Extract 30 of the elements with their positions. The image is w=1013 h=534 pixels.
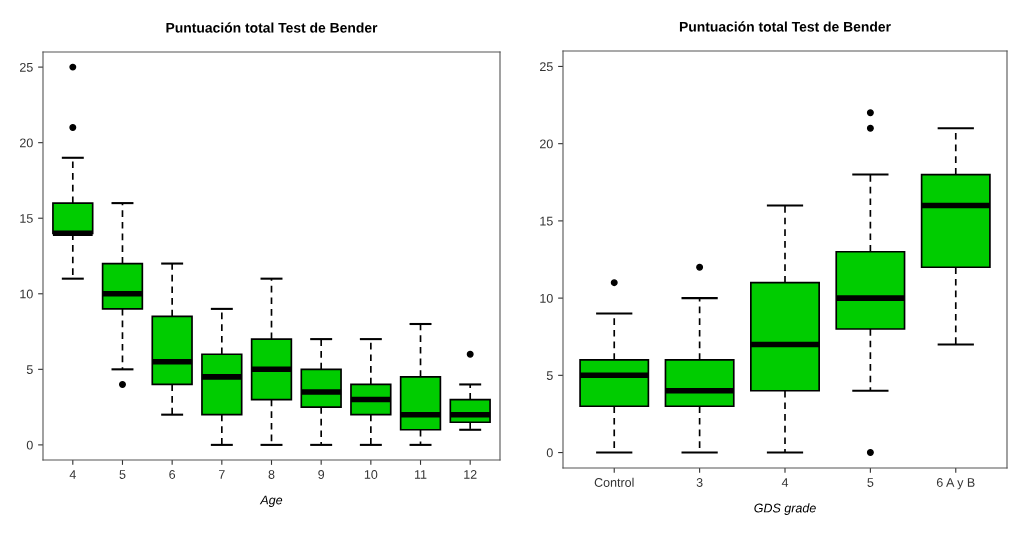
x-tick-label: 5 [119,470,126,479]
y-tick-label: 25 [20,62,33,72]
y-tick-label: 20 [540,139,553,149]
chart-title: Puntuación total Test de Bender [679,21,891,32]
x-tick-label: 8 [268,470,275,479]
x-axis-title: Age [259,495,283,507]
y-tick-label: 0 [26,440,33,450]
y-tick-label: 20 [20,138,33,148]
y-tick-label: 10 [20,289,33,299]
y-tick-label: 5 [546,371,553,380]
x-tick-label: 4 [781,478,789,487]
y-tick-label: 15 [540,216,553,226]
x-tick-label: 6 A y B [936,478,975,490]
x-tick-label: 9 [318,470,325,479]
x-tick-label: 12 [464,470,477,479]
x-tick-label: 7 [218,470,225,479]
y-tick-label: 5 [26,365,33,374]
y-tick-label: 15 [20,214,33,223]
x-tick-label: 6 [169,470,176,479]
x-tick-label: 11 [414,470,427,479]
x-tick-label: 10 [364,470,378,479]
y-tick-label: 10 [540,293,553,303]
x-tick-label: Control [594,477,634,487]
x-tick-label: 3 [696,478,703,487]
chart-title: Puntuación total Test de Bender [166,22,378,33]
x-axis-title: GDS grade [754,503,816,515]
x-tick-label: 5 [867,478,874,487]
x-tick-label: 4 [69,470,76,479]
y-tick-label: 25 [540,62,553,72]
y-tick-label: 0 [546,448,553,458]
